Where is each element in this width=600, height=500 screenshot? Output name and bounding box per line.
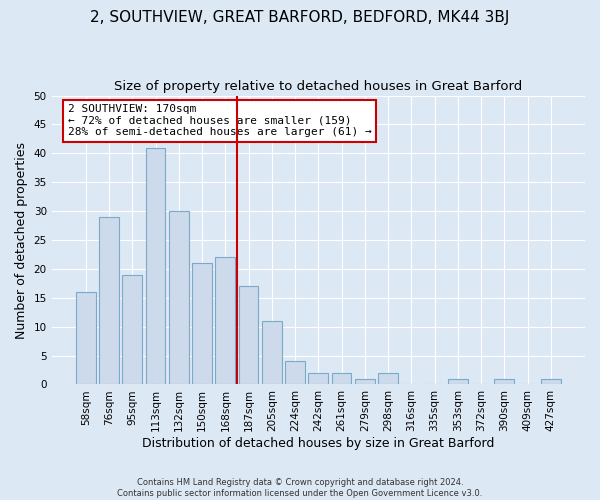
Text: Contains HM Land Registry data © Crown copyright and database right 2024.
Contai: Contains HM Land Registry data © Crown c… bbox=[118, 478, 482, 498]
Bar bbox=[285, 362, 305, 384]
Title: Size of property relative to detached houses in Great Barford: Size of property relative to detached ho… bbox=[114, 80, 523, 93]
Bar bbox=[541, 378, 561, 384]
Bar bbox=[76, 292, 95, 384]
Bar bbox=[448, 378, 468, 384]
Bar bbox=[262, 321, 282, 384]
Bar bbox=[308, 373, 328, 384]
Y-axis label: Number of detached properties: Number of detached properties bbox=[15, 142, 28, 338]
Bar bbox=[192, 263, 212, 384]
Bar bbox=[169, 211, 188, 384]
X-axis label: Distribution of detached houses by size in Great Barford: Distribution of detached houses by size … bbox=[142, 437, 494, 450]
Bar bbox=[122, 274, 142, 384]
Text: 2, SOUTHVIEW, GREAT BARFORD, BEDFORD, MK44 3BJ: 2, SOUTHVIEW, GREAT BARFORD, BEDFORD, MK… bbox=[91, 10, 509, 25]
Bar bbox=[239, 286, 259, 384]
Bar bbox=[332, 373, 352, 384]
Text: 2 SOUTHVIEW: 170sqm
← 72% of detached houses are smaller (159)
28% of semi-detac: 2 SOUTHVIEW: 170sqm ← 72% of detached ho… bbox=[68, 104, 371, 138]
Bar bbox=[99, 217, 119, 384]
Bar bbox=[378, 373, 398, 384]
Bar bbox=[215, 258, 235, 384]
Bar bbox=[355, 378, 375, 384]
Bar bbox=[146, 148, 166, 384]
Bar bbox=[494, 378, 514, 384]
